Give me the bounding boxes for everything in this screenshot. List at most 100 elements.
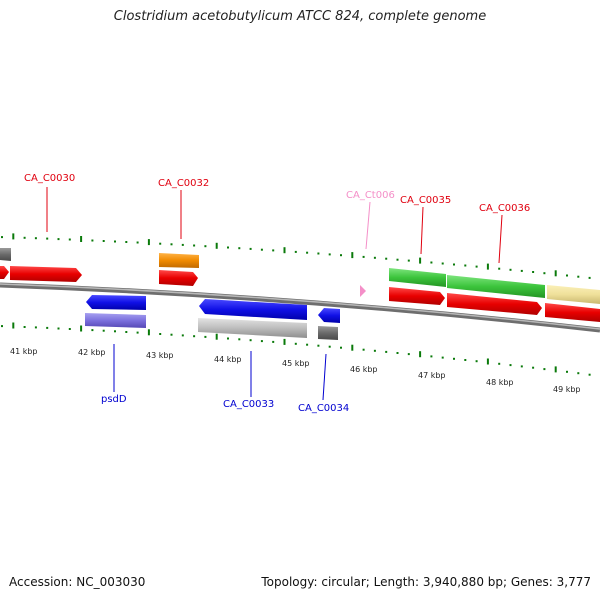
minor-tick xyxy=(57,238,60,241)
minor-tick xyxy=(91,239,94,242)
minor-tick xyxy=(532,271,535,273)
minor-tick xyxy=(577,275,580,278)
minor-tick xyxy=(23,236,26,239)
minor-tick xyxy=(407,353,410,356)
minor-tick xyxy=(328,345,331,348)
major-tick xyxy=(486,358,489,365)
gene-arrow-blue-1[interactable] xyxy=(86,295,146,310)
minor-tick xyxy=(464,359,467,361)
minor-tick xyxy=(396,352,399,354)
minor-tick xyxy=(520,365,523,368)
minor-tick xyxy=(249,339,252,342)
gene-block-dark[interactable] xyxy=(318,326,338,340)
minor-tick xyxy=(114,330,116,333)
gene-block-purple[interactable] xyxy=(85,313,146,328)
major-tick xyxy=(215,333,218,340)
minor-tick xyxy=(193,335,196,338)
gene-arrow-red-2[interactable] xyxy=(159,270,198,286)
minor-tick xyxy=(294,342,297,345)
gene-arrow-red-left-stub[interactable] xyxy=(0,266,9,279)
minor-tick xyxy=(475,360,478,363)
minor-tick xyxy=(385,350,388,353)
accession-text: Accession: NC_003030 xyxy=(9,575,146,589)
minor-tick xyxy=(509,364,512,367)
genome-summary-text: Topology: circular; Length: 3,940,880 bp… xyxy=(261,575,591,589)
minor-tick xyxy=(159,242,162,245)
minor-tick xyxy=(1,325,3,328)
gene-arrow-red-1[interactable] xyxy=(10,266,82,282)
minor-tick xyxy=(317,344,320,347)
minor-tick xyxy=(566,370,568,373)
minor-tick xyxy=(125,331,128,333)
callout-line-ca-c0036 xyxy=(498,214,503,264)
minor-tick xyxy=(102,329,105,332)
minor-tick xyxy=(102,240,105,242)
major-tick xyxy=(12,233,15,240)
minor-tick xyxy=(46,326,49,329)
gene-block-green-1[interactable] xyxy=(389,268,446,287)
gene-arrow-red-5[interactable] xyxy=(545,303,600,322)
label-ca-c0032: CA_C0032 xyxy=(158,178,209,189)
kbp-label-45: 45 kbp xyxy=(282,359,310,368)
minor-tick xyxy=(294,250,297,253)
minor-tick xyxy=(159,333,162,335)
minor-tick xyxy=(170,243,173,246)
minor-tick xyxy=(328,253,331,256)
minor-tick xyxy=(170,333,173,336)
minor-tick xyxy=(453,263,455,266)
major-tick xyxy=(554,366,557,373)
kbp-label-41: 41 kbp xyxy=(10,347,38,356)
upper-tick-track xyxy=(1,233,591,279)
minor-tick xyxy=(430,355,433,358)
label-ca-c0034: CA_C0034 xyxy=(298,403,349,414)
kbp-label-47: 47 kbp xyxy=(418,371,446,380)
kbp-label-46: 46 kbp xyxy=(350,365,378,374)
minor-tick xyxy=(340,254,342,257)
gene-arrow-red-3[interactable] xyxy=(389,287,445,305)
gene-arrow-blue-3[interactable] xyxy=(318,308,340,323)
minor-tick xyxy=(34,326,37,329)
minor-tick xyxy=(362,255,365,258)
minor-tick xyxy=(441,262,444,265)
minor-tick xyxy=(68,328,71,330)
minor-tick xyxy=(238,338,241,341)
minor-tick xyxy=(475,265,478,268)
minor-tick xyxy=(317,252,320,255)
minor-tick xyxy=(46,237,49,240)
minor-tick xyxy=(204,335,207,338)
gene-block-green-2[interactable] xyxy=(447,275,545,298)
gene-block-khaki[interactable] xyxy=(547,285,600,304)
minor-tick xyxy=(373,256,376,259)
minor-tick xyxy=(520,269,523,272)
major-tick xyxy=(80,236,83,242)
trna-marker[interactable] xyxy=(360,285,366,297)
minor-tick xyxy=(181,243,184,246)
minor-tick xyxy=(260,340,263,343)
kbp-label-44: 44 kbp xyxy=(214,355,242,364)
minor-tick xyxy=(396,258,399,261)
label-ca-c0036: CA_C0036 xyxy=(479,203,530,214)
minor-tick xyxy=(340,346,342,349)
minor-tick xyxy=(181,334,184,337)
major-tick xyxy=(486,263,489,270)
major-tick xyxy=(80,325,83,332)
minor-tick xyxy=(464,264,467,267)
gene-arrow-red-4[interactable] xyxy=(447,293,542,315)
label-ca-ct006: CA_Ct006 xyxy=(346,190,395,201)
minor-tick xyxy=(114,240,116,243)
minor-tick xyxy=(543,368,546,371)
gene-block-gray-left[interactable] xyxy=(0,248,11,261)
gene-block-gray[interactable] xyxy=(198,318,307,338)
gene-arrow-blue-2[interactable] xyxy=(199,299,307,320)
minor-tick xyxy=(498,267,501,270)
label-ca-c0033: CA_C0033 xyxy=(223,399,274,410)
callout-line-ca-c0035 xyxy=(420,206,424,255)
minor-tick xyxy=(272,340,275,343)
callout-line-ca-c0034 xyxy=(322,353,327,401)
label-ca-c0030: CA_C0030 xyxy=(24,173,75,184)
minor-tick xyxy=(532,366,535,369)
kbp-label-42: 42 kbp xyxy=(78,348,106,357)
gene-block-orange[interactable] xyxy=(159,253,199,268)
minor-tick xyxy=(125,241,128,243)
major-tick xyxy=(147,239,150,246)
